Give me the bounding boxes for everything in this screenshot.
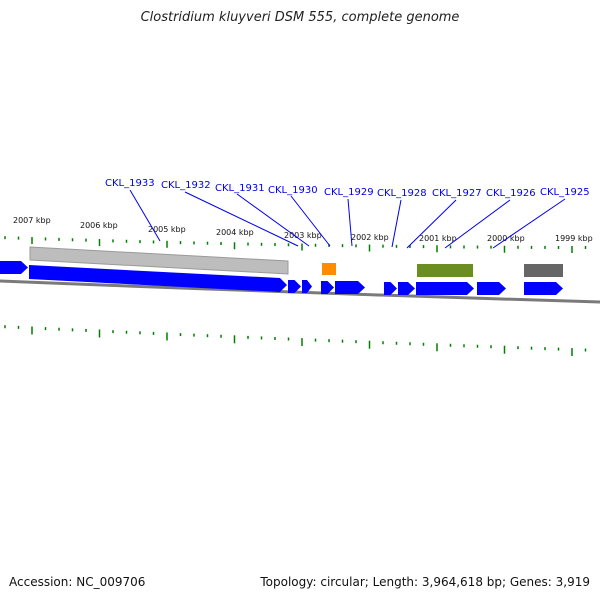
gene-label[interactable]: CKL_1931 <box>215 183 265 194</box>
leader-line <box>236 193 310 247</box>
gene-arrow[interactable] <box>335 281 365 294</box>
backbone-line <box>0 279 600 304</box>
ruler-label: 2006 kbp <box>80 221 118 230</box>
gene-label[interactable]: CKL_1933 <box>105 178 155 189</box>
ruler-label: 2007 kbp <box>13 216 51 225</box>
ruler-label: 2003 kbp <box>284 231 322 240</box>
leader-line <box>406 199 457 249</box>
topology-summary: Topology: circular; Length: 3,964,618 bp… <box>260 575 590 589</box>
leader-line <box>347 198 353 247</box>
gene-arrow[interactable] <box>384 282 397 295</box>
accession-text: Accession: NC_009706 <box>9 575 146 589</box>
genome-backbone <box>0 279 600 304</box>
ruler-labels: 2007 kbp 2006 kbp 2005 kbp 2004 kbp 2003… <box>13 216 593 243</box>
gene-label[interactable]: CKL_1930 <box>268 185 318 196</box>
gene-labels: CKL_1933 CKL_1932 CKL_1931 CKL_1930 CKL_… <box>105 178 590 199</box>
gene-track <box>0 261 563 295</box>
gene-label[interactable]: CKL_1929 <box>324 187 374 198</box>
orange-feature-bar[interactable] <box>322 263 336 275</box>
gene-arrow[interactable] <box>0 261 28 274</box>
map-title: Clostridium kluyveri DSM 555, complete g… <box>140 10 460 25</box>
gene-arrow[interactable] <box>524 282 563 295</box>
gene-arrow[interactable] <box>398 282 415 295</box>
leader-line <box>129 189 161 242</box>
ruler-label: 2002 kbp <box>351 233 389 242</box>
gene-arrow[interactable] <box>321 281 334 294</box>
gene-label[interactable]: CKL_1928 <box>377 188 427 199</box>
gene-label-leaders <box>129 189 566 249</box>
gene-label[interactable]: CKL_1932 <box>161 180 211 191</box>
gene-arrow[interactable] <box>416 282 474 295</box>
gene-label[interactable]: CKL_1926 <box>486 188 536 199</box>
gene-arrow[interactable] <box>29 265 287 292</box>
gene-arrow[interactable] <box>288 280 301 293</box>
ruler-label: 2000 kbp <box>487 234 525 243</box>
leader-line <box>391 199 402 248</box>
gene-arrow[interactable] <box>477 282 506 295</box>
ruler-label: 2005 kbp <box>148 225 186 234</box>
gene-label[interactable]: CKL_1925 <box>540 187 590 198</box>
ruler-label: 1999 kbp <box>555 234 593 243</box>
leader-line <box>290 195 331 247</box>
grey-feature-bar[interactable] <box>29 246 289 275</box>
leader-line <box>184 191 299 247</box>
gene-arrow[interactable] <box>302 280 312 293</box>
ruler-label: 2004 kbp <box>216 228 254 237</box>
olive-feature-bar[interactable] <box>417 264 473 277</box>
gene-label[interactable]: CKL_1927 <box>432 188 482 199</box>
leader-line <box>492 198 566 249</box>
feature-track <box>29 246 563 277</box>
ruler-label: 2001 kbp <box>419 234 457 243</box>
leader-line <box>444 199 511 249</box>
dark-feature-bar[interactable] <box>524 264 563 277</box>
